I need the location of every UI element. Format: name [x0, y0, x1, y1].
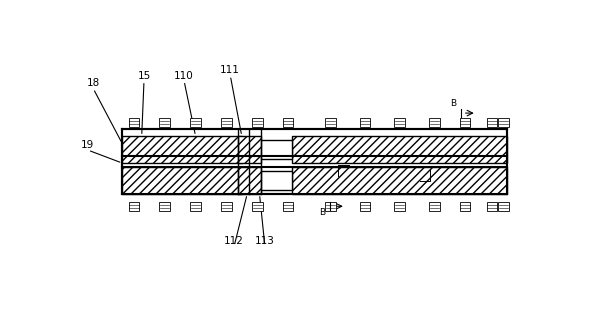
- Bar: [123, 129, 508, 194]
- Bar: [498, 118, 509, 127]
- Bar: [129, 118, 139, 127]
- Bar: [359, 202, 370, 211]
- Bar: [325, 202, 335, 211]
- Bar: [429, 202, 440, 211]
- Bar: [487, 202, 498, 211]
- Bar: [238, 167, 261, 194]
- Bar: [325, 118, 335, 127]
- Bar: [460, 202, 471, 211]
- Text: 111: 111: [220, 65, 240, 75]
- Bar: [221, 202, 232, 211]
- Bar: [460, 118, 471, 127]
- Bar: [123, 167, 242, 194]
- Bar: [242, 171, 292, 190]
- Bar: [160, 202, 170, 211]
- Bar: [221, 118, 232, 127]
- Bar: [394, 118, 405, 127]
- Bar: [283, 118, 294, 127]
- Bar: [498, 202, 509, 211]
- Bar: [292, 167, 508, 194]
- Bar: [129, 202, 139, 211]
- Text: B: B: [450, 99, 457, 108]
- Bar: [190, 202, 201, 211]
- Bar: [123, 136, 242, 163]
- Bar: [283, 202, 294, 211]
- Text: B: B: [319, 208, 326, 217]
- Bar: [242, 140, 292, 159]
- Bar: [292, 136, 508, 163]
- Text: 18: 18: [87, 78, 100, 88]
- Bar: [160, 118, 170, 127]
- Text: 110: 110: [174, 71, 194, 81]
- Bar: [252, 118, 263, 127]
- Bar: [238, 136, 261, 163]
- Text: 19: 19: [81, 140, 94, 150]
- Text: 15: 15: [138, 71, 151, 81]
- Bar: [394, 202, 405, 211]
- Text: 113: 113: [255, 236, 275, 246]
- Bar: [190, 118, 201, 127]
- Text: 112: 112: [224, 236, 244, 246]
- Bar: [252, 202, 263, 211]
- Bar: [359, 118, 370, 127]
- Bar: [487, 118, 498, 127]
- Bar: [429, 118, 440, 127]
